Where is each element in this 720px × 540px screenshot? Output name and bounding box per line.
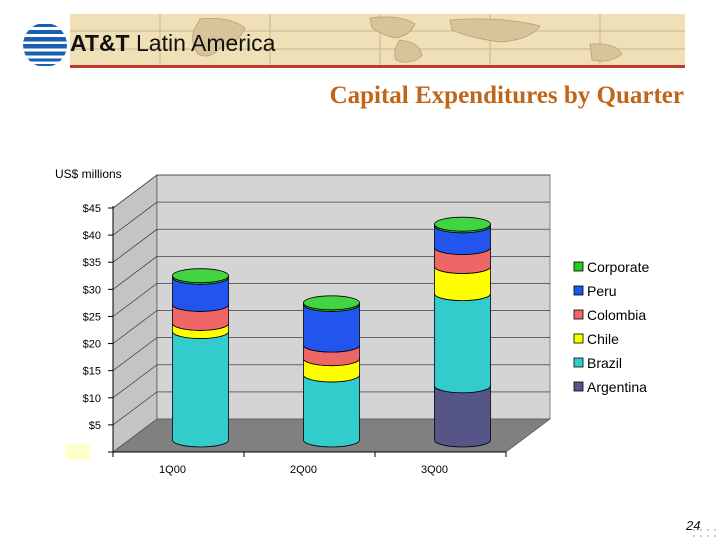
y-tick-labels: $5 $10 $15 $20 $25 $30 $35 $40 $45 <box>83 203 101 432</box>
legend-label: Chile <box>587 331 619 347</box>
legend-swatch-brazil <box>573 357 584 368</box>
logo-brand: AT&T <box>70 30 130 56</box>
x-tick-label: 3Q00 <box>421 464 448 476</box>
legend-label: Colombia <box>587 307 646 323</box>
y-tick-label: $40 <box>83 230 101 242</box>
legend-label: Corporate <box>587 259 649 275</box>
legend-label: Brazil <box>587 355 622 371</box>
y-tick-label: $20 <box>83 339 101 351</box>
decorative-dots <box>693 529 716 537</box>
legend-label: Peru <box>587 283 617 299</box>
att-globe-icon <box>23 23 67 67</box>
x-tick-label: 2Q00 <box>290 464 317 476</box>
bar-segment-3Q00-brazil <box>434 293 491 394</box>
page-number: 24 <box>686 518 701 533</box>
company-logo: AT&T Latin America <box>70 30 275 57</box>
gridlines <box>112 174 550 426</box>
y-tick-label: $5 <box>89 420 101 432</box>
legend-swatch-argentina <box>573 381 584 392</box>
note-marker <box>66 444 90 460</box>
legend-swatch-corporate <box>573 261 584 272</box>
legend-swatch-peru <box>573 285 584 296</box>
y-tick-label: $25 <box>83 311 101 323</box>
gridline <box>112 256 550 290</box>
legend-swatch-colombia <box>573 309 584 320</box>
logo-region: Latin America <box>136 30 276 56</box>
bar-top-2Q00 <box>303 295 360 311</box>
gridline <box>112 228 550 263</box>
gridline <box>112 337 550 371</box>
map-banner <box>70 14 685 66</box>
gridline <box>112 201 550 236</box>
side-wall <box>112 174 158 453</box>
y-tick-label: $15 <box>83 366 101 378</box>
axes <box>108 206 507 457</box>
bars <box>172 216 491 448</box>
bar-top-1Q00 <box>172 268 229 284</box>
y-tick-label: $30 <box>83 284 101 296</box>
gridline <box>112 283 550 317</box>
bar-segment-2Q00-brazil <box>303 374 360 448</box>
y-tick-label: $45 <box>83 203 101 215</box>
gridline <box>112 310 550 344</box>
bar-stack-2Q00 <box>303 295 360 448</box>
y-tick-label: $10 <box>83 393 101 405</box>
bar-segment-3Q00-argentina <box>434 385 491 448</box>
bar-stack-1Q00 <box>172 268 229 448</box>
header-rule <box>70 65 685 68</box>
legend: Corporate Peru Colombia Chile Brazil Argentin… <box>573 259 649 395</box>
x-tick-label: 1Q00 <box>159 464 186 476</box>
bar-segment-1Q00-brazil <box>172 331 229 448</box>
legend-label: Argentina <box>587 379 647 395</box>
world-map-decoration <box>70 14 685 66</box>
gridline <box>112 391 550 426</box>
gridline <box>112 174 550 209</box>
slide-title: Capital Expenditures by Quarter <box>329 82 684 109</box>
y-axis-title: US$ millions <box>55 167 122 181</box>
gridline <box>112 364 550 399</box>
bar-stack-3Q00 <box>434 216 491 448</box>
legend-swatch-chile <box>573 333 584 344</box>
x-tick-labels: 1Q00 2Q00 3Q00 <box>159 464 448 476</box>
bar-top-3Q00 <box>434 216 491 232</box>
y-tick-label: $35 <box>83 257 101 269</box>
slide-header: AT&T Latin America <box>0 0 720 80</box>
